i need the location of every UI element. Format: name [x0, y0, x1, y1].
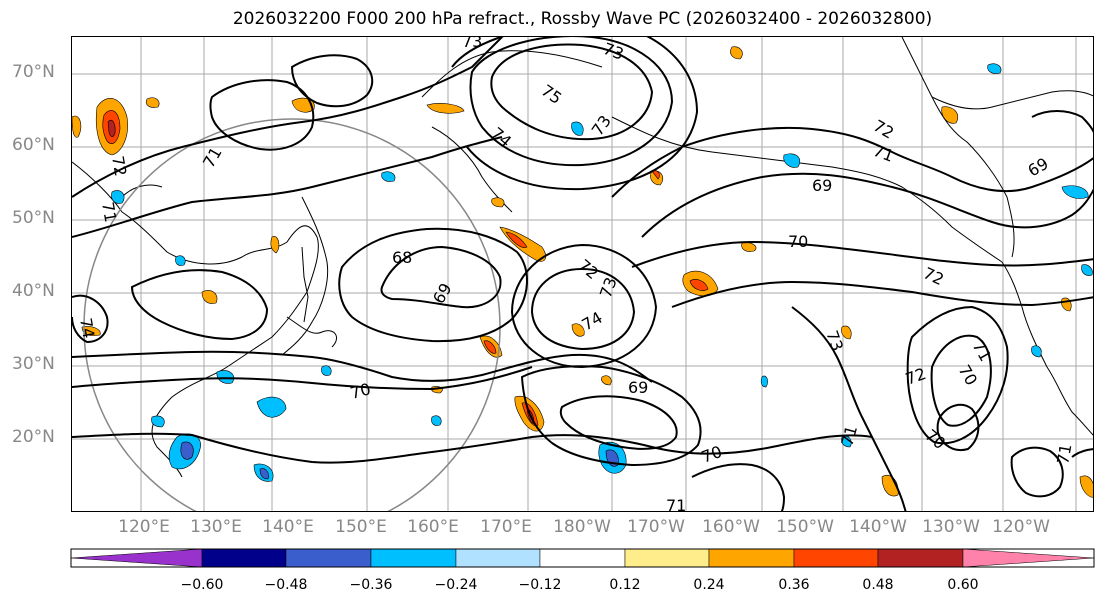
colorbar-tick: −0.36	[349, 577, 393, 593]
lon-label: 140°E	[262, 517, 314, 537]
colorbar-cell	[877, 548, 964, 568]
colorbar-tick: −0.12	[518, 577, 562, 593]
contour-label: 72	[870, 116, 897, 143]
contour-label: 70	[921, 426, 949, 454]
colorbar-tick: 0.36	[778, 577, 810, 593]
contour-label: 71	[838, 423, 862, 448]
analysis-circle	[83, 118, 501, 511]
colorbar-extend-low	[70, 548, 203, 568]
colorbar-cell	[708, 548, 795, 568]
lon-label: 170°W	[627, 517, 685, 537]
lat-label: 70°N	[12, 62, 55, 82]
map-title: 2026032200 F000 200 hPa refract., Rossby…	[232, 9, 933, 29]
lat-label: 20°N	[12, 427, 55, 447]
contour-label: 72	[920, 263, 946, 289]
refractivity-shading	[72, 46, 1093, 498]
contour-label: 71	[1053, 442, 1075, 465]
contour-label: 70	[348, 379, 373, 403]
contour-label: 74	[76, 316, 98, 339]
lat-label: 40°N	[12, 281, 55, 301]
colorbar-cells	[70, 548, 1095, 568]
colorbar-cell	[455, 548, 541, 568]
colorbar-tick: 0.48	[862, 577, 894, 593]
lon-label: 160°W	[702, 517, 760, 537]
contour-label: 68	[392, 248, 412, 267]
map-canvas: 73 73 75 74 73 71 72 71 69 69 70 72 68 6…	[72, 37, 1093, 512]
lon-label: 150°W	[776, 517, 834, 537]
colorbar	[70, 548, 1095, 568]
colorbar-tick: −0.24	[434, 577, 478, 593]
lat-label: 30°N	[12, 354, 55, 374]
lon-label: 140°W	[849, 517, 907, 537]
contours	[72, 37, 1093, 511]
contour-label: 71	[199, 144, 226, 171]
lon-label: 120°W	[992, 517, 1050, 537]
colorbar-extend-high	[962, 548, 1095, 568]
contour-label: 71	[666, 496, 686, 512]
colorbar-tick: 0.60	[947, 577, 979, 593]
contour-label: 73	[596, 275, 621, 301]
contour-label: 70	[699, 442, 725, 467]
lon-label: 180°W	[553, 517, 611, 537]
contour-label: 69	[812, 176, 832, 195]
colorbar-cell	[624, 548, 710, 568]
lon-label: 170°E	[480, 517, 532, 537]
colorbar-cell	[370, 548, 457, 568]
contour-label: 72	[574, 256, 602, 284]
lat-label: 50°N	[12, 208, 55, 228]
lon-label: 160°E	[407, 517, 459, 537]
lon-label: 130°W	[922, 517, 980, 537]
colorbar-tick: 0.24	[693, 577, 725, 593]
colorbar-cell	[201, 548, 287, 568]
lon-label: 150°E	[335, 517, 387, 537]
contour-label: 70	[788, 232, 808, 251]
contour-label: 69	[628, 378, 648, 397]
map-panel: 73 73 75 74 73 71 72 71 69 69 70 72 68 6…	[71, 36, 1094, 512]
colorbar-tick: −0.48	[264, 577, 308, 593]
colorbar-tick: −0.60	[180, 577, 224, 593]
lat-label: 60°N	[12, 135, 55, 155]
lon-label: 120°E	[118, 517, 170, 537]
coastlines	[72, 37, 1093, 478]
lon-label: 130°E	[190, 517, 242, 537]
contour-label: 73	[462, 37, 482, 51]
colorbar-cell	[285, 548, 372, 568]
contour-label: 69	[1025, 154, 1052, 181]
colorbar-cell	[793, 548, 879, 568]
contour-label: 71	[969, 338, 996, 365]
colorbar-cell	[539, 548, 626, 568]
contour-label: 71	[98, 200, 120, 223]
contour-labels: 73 73 75 74 73 71 72 71 69 69 70 72 68 6…	[76, 37, 1075, 512]
contour-label: 73	[601, 39, 627, 64]
contour-label: 75	[538, 81, 566, 108]
colorbar-tick: 0.12	[609, 577, 641, 593]
contour-label: 72	[108, 154, 130, 177]
